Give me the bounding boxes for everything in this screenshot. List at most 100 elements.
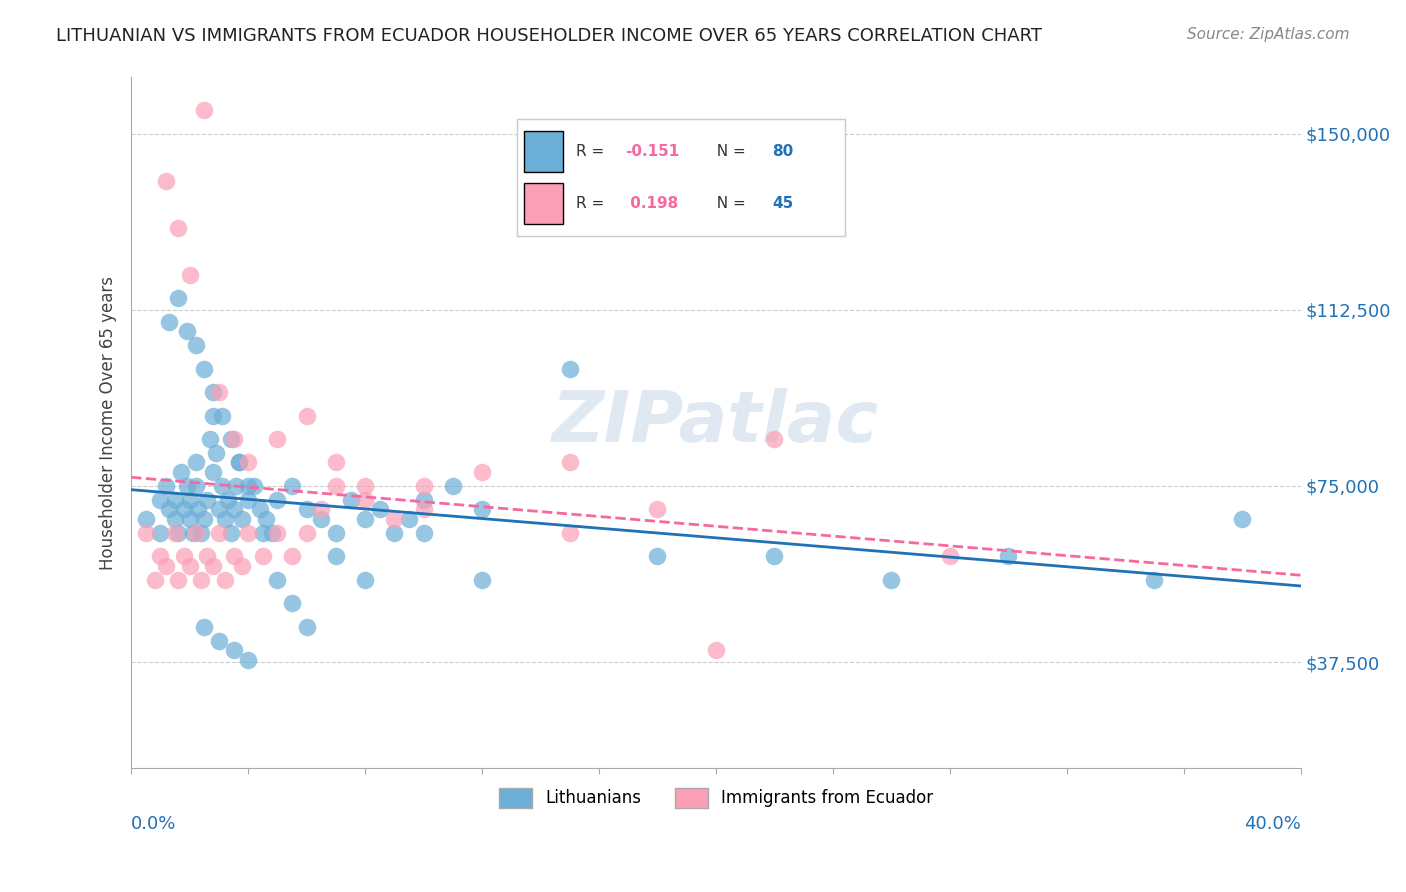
Point	[219, 525, 242, 540]
Point	[281, 549, 304, 564]
Point	[354, 512, 377, 526]
Point	[325, 525, 347, 540]
Text: 40.0%: 40.0%	[1244, 814, 1301, 833]
Point	[198, 432, 221, 446]
Point	[135, 512, 157, 526]
Point	[266, 432, 288, 446]
Point	[325, 479, 347, 493]
Point	[260, 525, 283, 540]
Point	[149, 525, 172, 540]
Point	[165, 512, 187, 526]
Point	[208, 384, 231, 399]
Point	[238, 479, 260, 493]
Point	[195, 493, 218, 508]
Point	[222, 432, 245, 446]
Point	[173, 549, 195, 564]
Point	[704, 643, 727, 657]
Point	[295, 502, 318, 516]
Point	[266, 573, 288, 587]
Point	[222, 643, 245, 657]
Point	[266, 493, 288, 508]
Point	[149, 493, 172, 508]
Point	[179, 558, 201, 573]
Point	[157, 315, 180, 329]
Point	[1143, 573, 1166, 587]
Point	[412, 493, 434, 508]
Point	[176, 324, 198, 338]
Y-axis label: Householder Income Over 65 years: Householder Income Over 65 years	[100, 276, 117, 570]
Point	[441, 479, 464, 493]
Point	[208, 502, 231, 516]
Point	[295, 409, 318, 423]
Point	[181, 525, 204, 540]
Point	[558, 361, 581, 376]
Point	[202, 465, 225, 479]
Point	[211, 479, 233, 493]
Point	[190, 573, 212, 587]
Text: ZIPatlас: ZIPatlас	[553, 388, 880, 457]
Point	[249, 502, 271, 516]
Point	[217, 493, 239, 508]
Point	[170, 465, 193, 479]
Point	[214, 512, 236, 526]
Point	[238, 493, 260, 508]
Point	[266, 525, 288, 540]
Point	[228, 455, 250, 469]
Point	[143, 573, 166, 587]
Point	[167, 525, 190, 540]
Point	[558, 455, 581, 469]
Point	[368, 502, 391, 516]
Point	[763, 432, 786, 446]
Point	[281, 596, 304, 610]
Point	[208, 525, 231, 540]
Point	[167, 220, 190, 235]
Point	[471, 573, 494, 587]
Point	[252, 525, 274, 540]
Point	[238, 653, 260, 667]
Text: LITHUANIAN VS IMMIGRANTS FROM ECUADOR HOUSEHOLDER INCOME OVER 65 YEARS CORRELATI: LITHUANIAN VS IMMIGRANTS FROM ECUADOR HO…	[56, 27, 1042, 45]
Point	[135, 525, 157, 540]
Point	[193, 103, 215, 118]
Point	[184, 338, 207, 352]
Point	[165, 525, 187, 540]
Point	[311, 512, 333, 526]
Point	[202, 409, 225, 423]
Point	[193, 512, 215, 526]
Point	[214, 573, 236, 587]
Point	[184, 525, 207, 540]
Point	[155, 174, 177, 188]
Point	[238, 525, 260, 540]
Point	[647, 549, 669, 564]
Point	[179, 512, 201, 526]
Point	[339, 493, 361, 508]
Point	[325, 455, 347, 469]
Point	[179, 268, 201, 282]
Point	[165, 493, 187, 508]
Point	[184, 455, 207, 469]
Point	[157, 502, 180, 516]
Point	[225, 479, 247, 493]
Point	[184, 479, 207, 493]
Point	[295, 525, 318, 540]
Point	[558, 525, 581, 540]
Point	[202, 384, 225, 399]
Point	[173, 502, 195, 516]
Point	[354, 493, 377, 508]
Point	[179, 493, 201, 508]
Legend: Lithuanians, Immigrants from Ecuador: Lithuanians, Immigrants from Ecuador	[492, 780, 941, 814]
Point	[763, 549, 786, 564]
Point	[471, 465, 494, 479]
Point	[325, 549, 347, 564]
Point	[176, 479, 198, 493]
Point	[195, 549, 218, 564]
Point	[997, 549, 1019, 564]
Point	[354, 479, 377, 493]
Point	[254, 512, 277, 526]
Point	[412, 502, 434, 516]
Point	[211, 409, 233, 423]
Point	[228, 455, 250, 469]
Point	[295, 620, 318, 634]
Point	[193, 620, 215, 634]
Point	[311, 502, 333, 516]
Text: 0.0%: 0.0%	[131, 814, 177, 833]
